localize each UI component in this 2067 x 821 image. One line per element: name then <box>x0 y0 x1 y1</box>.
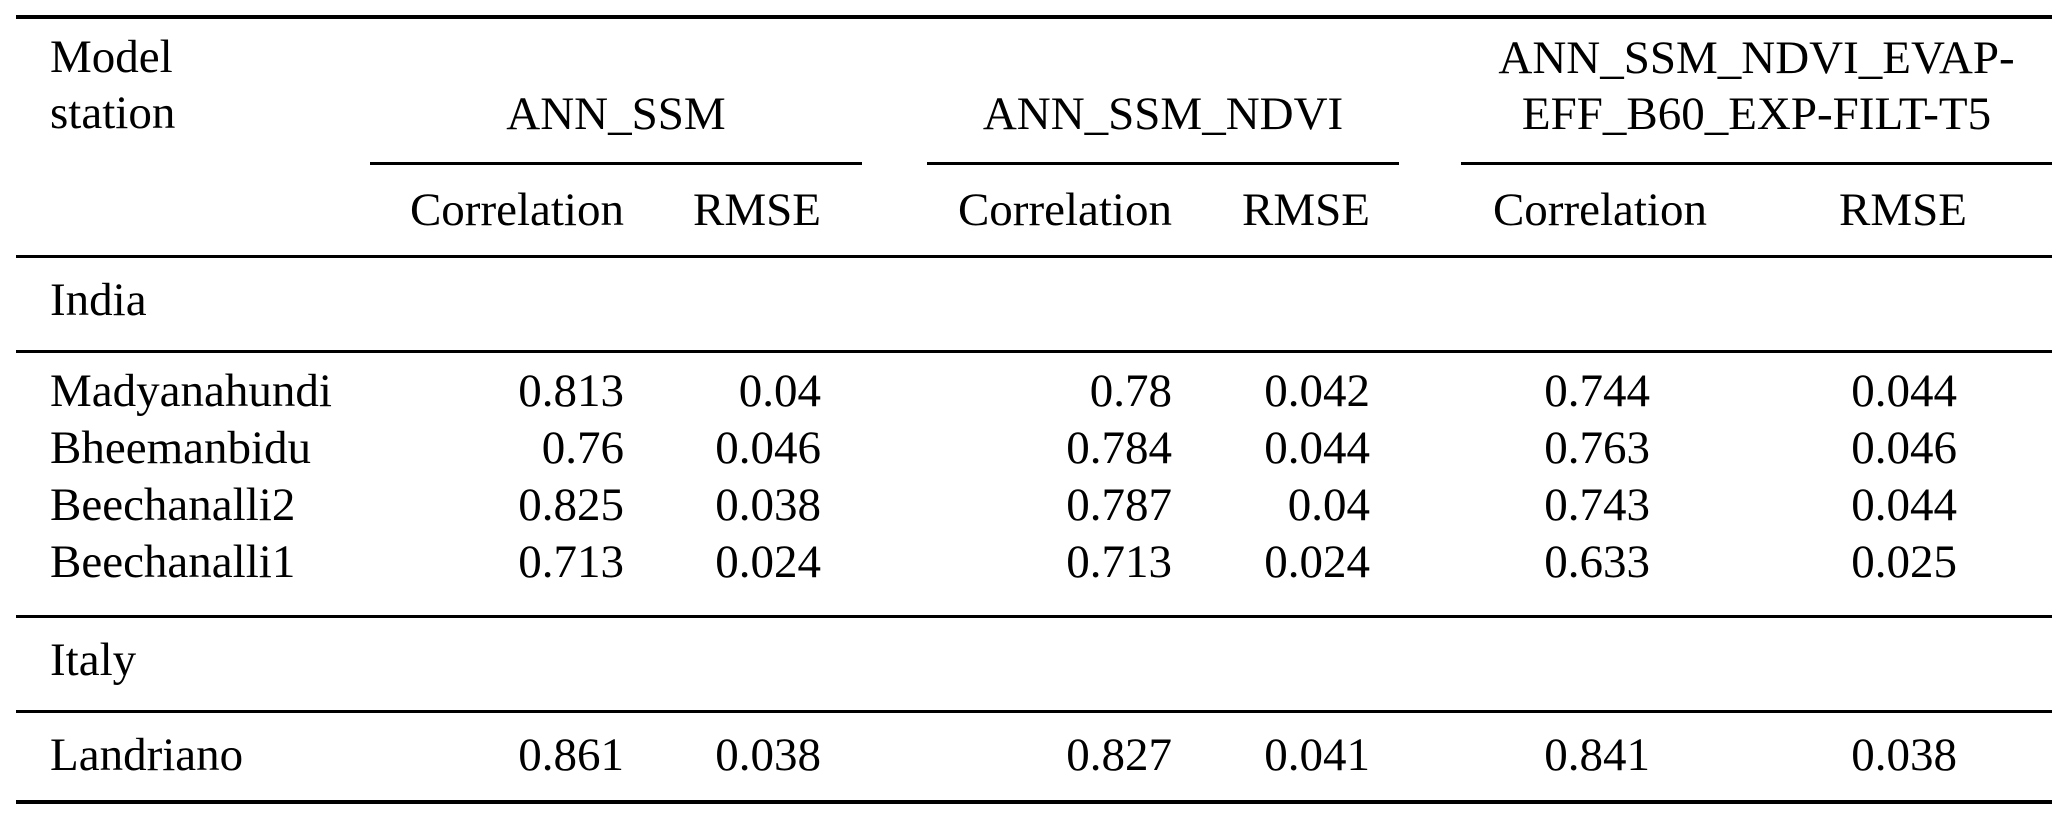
value-cell: 0.763 <box>1544 422 1650 474</box>
value-cell: 0.025 <box>1707 534 2053 618</box>
value-cell: 0.787 <box>1066 479 1172 531</box>
station-column-header: Model station <box>16 17 370 258</box>
rmse-header-1: RMSE <box>624 165 862 258</box>
value-cell: 0.044 <box>1851 479 1958 531</box>
value-cell: 0.784 <box>1066 422 1172 474</box>
station-name: Bheemanbidu <box>50 422 312 474</box>
value-cell: 0.827 <box>862 711 1172 804</box>
value-cell: 0.743 <box>1544 479 1650 531</box>
metric-header-row: Correlation RMSE Correlation RMSE Correl… <box>16 165 2053 258</box>
value-cell: 0.042 <box>1264 365 1370 417</box>
correlation-header-3: Correlation <box>1399 165 1707 258</box>
group-name: ANN_SSM_NDVI <box>982 88 1344 140</box>
value-cell: 0.041 <box>1172 711 1399 804</box>
region-label: India <box>16 256 2053 353</box>
station-name: Beechanalli1 <box>16 534 370 618</box>
value-cell: 0.024 <box>1172 534 1399 618</box>
table-row-madyanahundi: Madyanahundi 0.813 0.04 0.78 0.042 0.744… <box>16 352 2052 421</box>
value-cell: 0.633 <box>1399 534 1707 618</box>
table-row-bheemanbidu: Bheemanbidu 0.76 0.046 0.784 0.044 0.763… <box>16 420 2052 477</box>
results-table: Model station ANN_SSM ANN_SSM_NDVI ANN_S… <box>16 15 2053 804</box>
table-row-beechanalli2: Beechanalli2 0.825 0.038 0.787 0.04 0.74… <box>16 477 2052 534</box>
table-row-landriano: Landriano 0.861 0.038 0.827 0.041 0.841 … <box>16 711 2053 804</box>
value-cell: 0.76 <box>541 422 624 474</box>
value-cell: 0.713 <box>862 534 1172 618</box>
station-header-line1: Model <box>50 31 173 83</box>
model-group-header-ann-ssm-ndvi-evap: ANN_SSM_NDVI_EVAP- EFF_B60_EXP-FILT-T5 <box>1399 17 2053 165</box>
value-cell: 0.841 <box>1399 711 1707 804</box>
group-name: ANN_SSM <box>506 88 726 140</box>
station-header-line2: station <box>50 87 176 139</box>
value-cell: 0.044 <box>1264 422 1370 474</box>
value-cell: 0.046 <box>1851 422 1958 474</box>
group-name-line2: EFF_B60_EXP-FILT-T5 <box>1521 88 1992 140</box>
value-cell: 0.024 <box>624 534 862 618</box>
correlation-header-1: Correlation <box>370 165 624 258</box>
value-cell: 0.861 <box>370 711 624 804</box>
value-cell: 0.038 <box>624 711 862 804</box>
table-row-beechanalli1: Beechanalli1 0.713 0.024 0.713 0.024 0.6… <box>16 534 2053 618</box>
station-name: Madyanahundi <box>50 365 332 417</box>
value-cell: 0.04 <box>1287 479 1370 531</box>
model-group-header-ann-ssm: ANN_SSM <box>370 17 862 165</box>
station-name: Beechanalli2 <box>50 479 296 531</box>
value-cell: 0.825 <box>518 479 624 531</box>
region-row-italy: Italy <box>16 616 2053 713</box>
region-row-india: India <box>16 256 2053 353</box>
rmse-header-3: RMSE <box>1707 165 2053 258</box>
value-cell: 0.046 <box>715 422 821 474</box>
rmse-header-2: RMSE <box>1172 165 1399 258</box>
station-name: Landriano <box>16 711 370 804</box>
model-group-header-ann-ssm-ndvi: ANN_SSM_NDVI <box>862 17 1399 165</box>
value-cell: 0.813 <box>518 365 624 417</box>
value-cell: 0.744 <box>1544 365 1650 417</box>
region-label: Italy <box>16 616 2053 713</box>
group-name-line1: ANN_SSM_NDVI_EVAP- <box>1498 32 2015 84</box>
value-cell: 0.713 <box>370 534 624 618</box>
value-cell: 0.038 <box>1707 711 2053 804</box>
value-cell: 0.04 <box>738 365 821 417</box>
correlation-header-2: Correlation <box>862 165 1172 258</box>
value-cell: 0.044 <box>1851 365 1958 417</box>
value-cell: 0.78 <box>1089 365 1172 417</box>
group-header-row: Model station ANN_SSM ANN_SSM_NDVI ANN_S… <box>16 17 2053 258</box>
value-cell: 0.038 <box>715 479 821 531</box>
